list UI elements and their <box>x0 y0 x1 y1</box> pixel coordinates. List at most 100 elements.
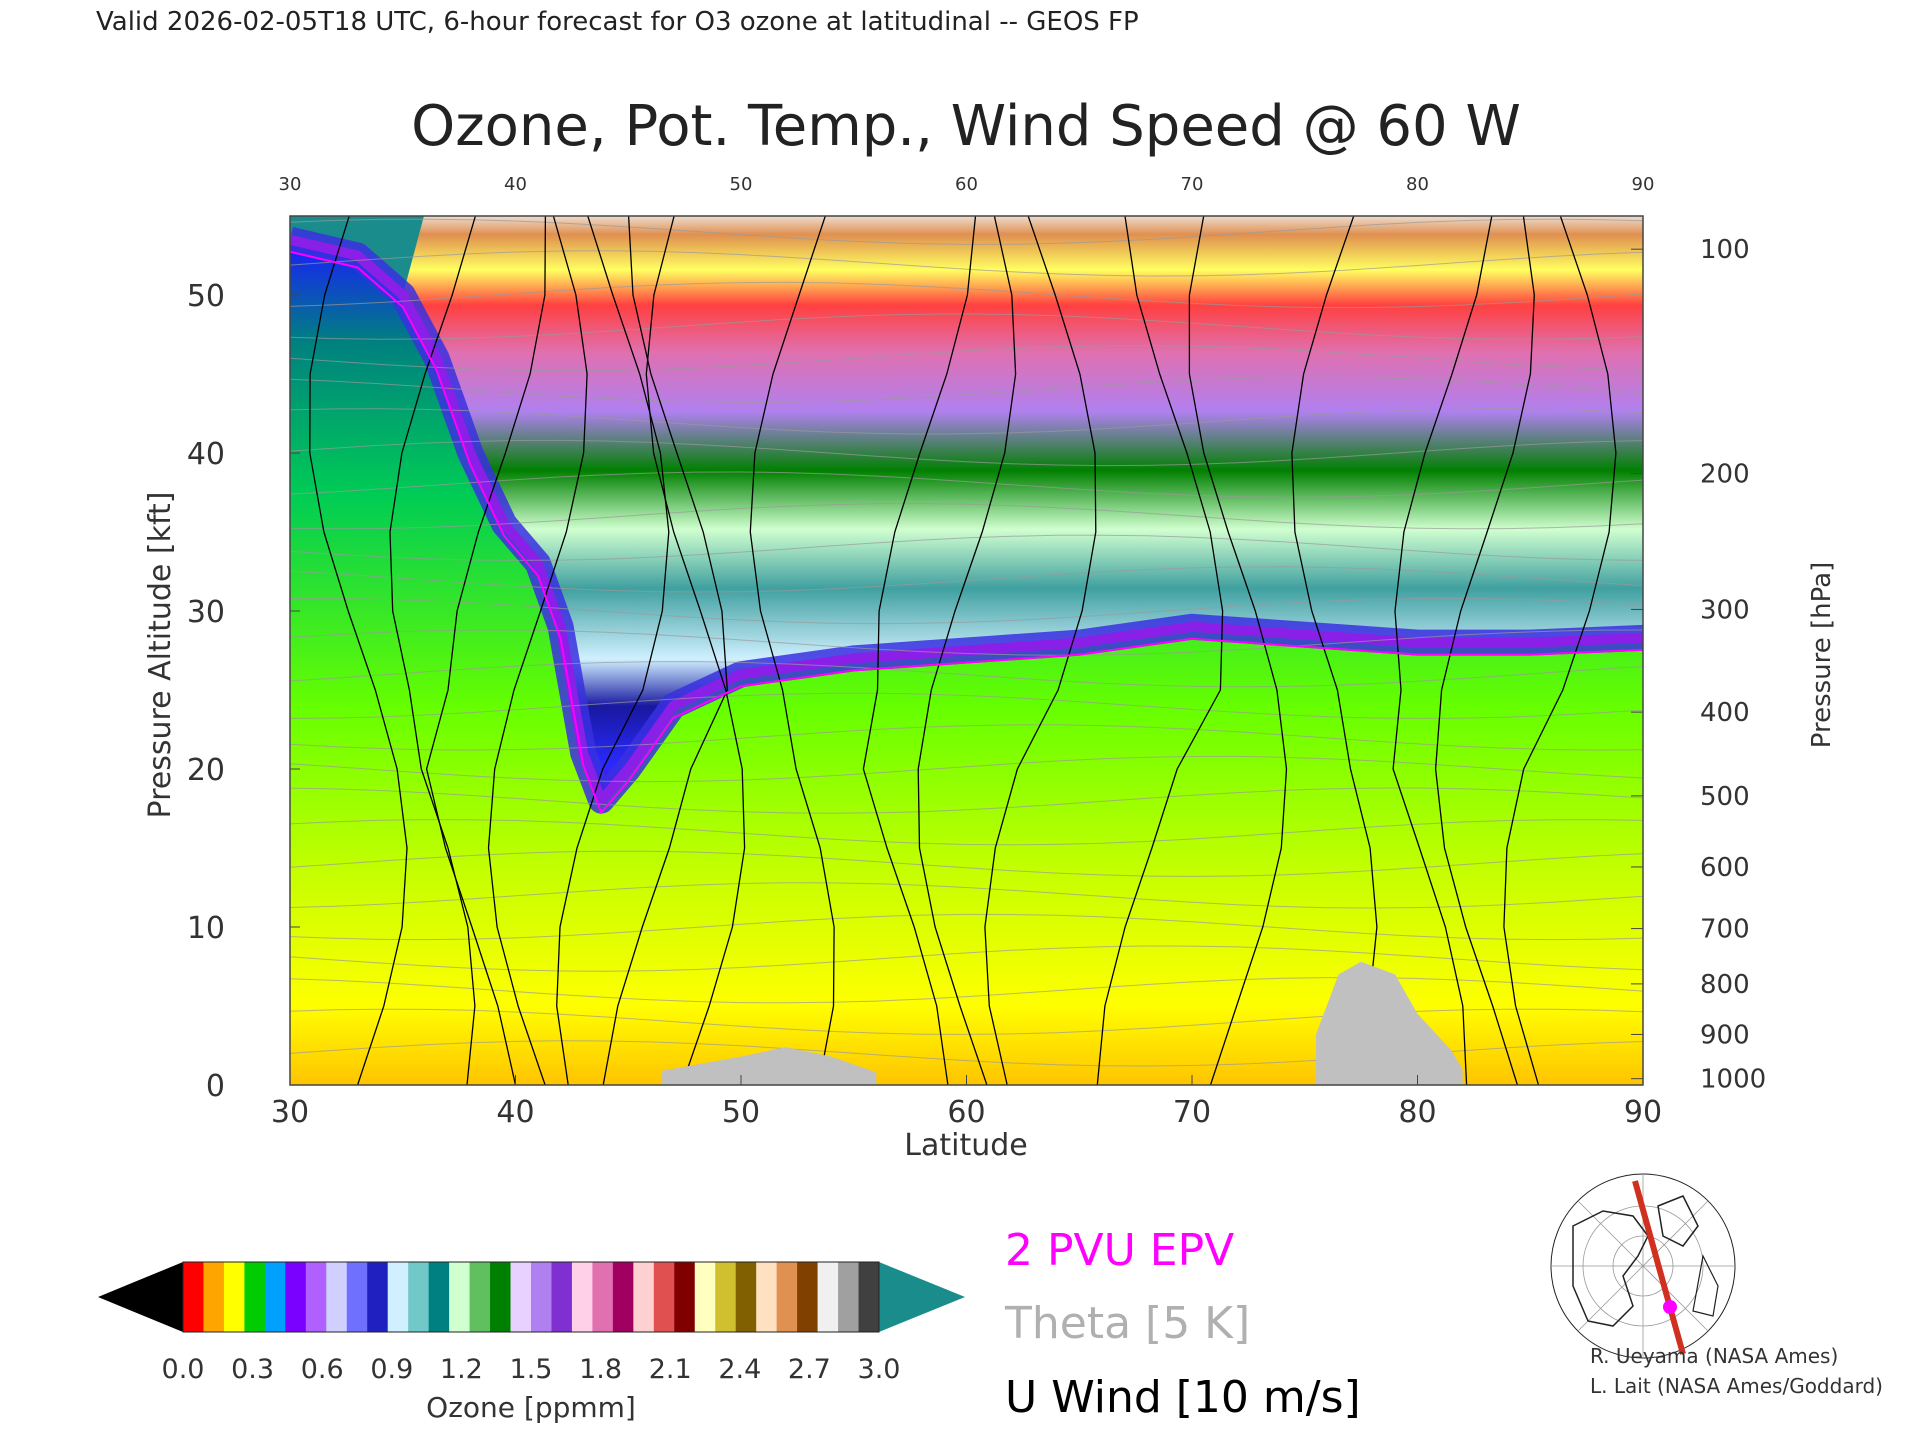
theta-contour-line <box>290 439 1643 467</box>
u-wind-contour-line <box>645 216 746 1085</box>
terrain <box>662 961 1463 1085</box>
top-tick-label: 40 <box>504 174 527 195</box>
colorbar-tick-label: 2.7 <box>788 1354 831 1385</box>
theta-contour-line <box>290 313 1643 340</box>
pressure-tick-label: 100 <box>1700 235 1750 265</box>
y-axis-label: Pressure Altitude [kft] <box>143 492 178 819</box>
pressure-tick-label: 600 <box>1700 853 1750 883</box>
theta-contour-line <box>290 692 1643 719</box>
colorbar-swatch <box>223 1262 245 1332</box>
u-wind-contour-line <box>556 216 670 1085</box>
colorbar-swatch <box>387 1262 409 1332</box>
pressure-tick-label: 500 <box>1700 782 1750 812</box>
pressure-tick-label: 1000 <box>1700 1065 1766 1095</box>
pressure-tick-label: 700 <box>1700 915 1750 945</box>
colorbar-swatch <box>571 1262 593 1332</box>
y-tick-label: 10 <box>187 911 225 946</box>
colorbar-swatch <box>674 1262 696 1332</box>
top-tick-label: 70 <box>1181 174 1204 195</box>
tropopause-purple-edge <box>290 234 1643 806</box>
colorbar-swatch <box>838 1262 860 1332</box>
colorbar-swatch <box>244 1262 266 1332</box>
colorbar-tick-label: 2.1 <box>649 1354 692 1385</box>
theta-contour-line <box>290 882 1643 909</box>
u-wind-contour-line <box>1291 216 1378 1085</box>
colorbar-tick-label: 2.4 <box>718 1354 761 1385</box>
x-axis-label: Latitude <box>904 1128 1027 1163</box>
theta-contour-line <box>290 281 1643 309</box>
colorbar-label: Ozone [ppmm] <box>426 1391 636 1424</box>
u-wind-contour-line <box>425 216 547 1085</box>
epv-2pvu-contour <box>290 250 1643 815</box>
theta-contour-line <box>290 945 1643 972</box>
theta-contour-line <box>290 977 1643 1004</box>
x-tick-label: 60 <box>947 1095 985 1130</box>
u-wind-contour-line <box>1188 216 1288 1085</box>
u-wind-contour-line <box>1434 216 1535 1085</box>
colorbar-swatch <box>326 1262 348 1332</box>
theta-contours <box>290 218 1643 1067</box>
theta-contour-line <box>290 913 1643 941</box>
credit-line-2: L. Lait (NASA Ames/Goddard) <box>1590 1374 1883 1398</box>
colorbar-tick-label: 1.8 <box>579 1354 622 1385</box>
colorbar-frame <box>182 1261 880 1333</box>
colorbar-swatch <box>469 1262 491 1332</box>
colorbar-tick-label: 0.9 <box>370 1354 413 1385</box>
colorbar-swatch <box>551 1262 573 1332</box>
pressure-tick-label: 400 <box>1700 698 1750 728</box>
colorbar-tick-label: 3.0 <box>858 1354 901 1385</box>
x-tick-label: 70 <box>1173 1095 1211 1130</box>
y-tick-label: 30 <box>187 595 225 630</box>
u-wind-contour-line <box>862 216 977 1085</box>
y-tick-label: 20 <box>187 753 225 788</box>
cross-section-marker <box>1663 1300 1677 1314</box>
legend-theta: Theta [5 K] <box>1004 1298 1250 1349</box>
theta-contour-line <box>290 787 1643 814</box>
colorbar-swatch <box>531 1262 552 1332</box>
theta-contour-line <box>290 819 1643 846</box>
colorbar-over-arrow <box>879 1262 965 1332</box>
x-tick-label: 80 <box>1398 1095 1436 1130</box>
colorbar-swatch <box>694 1262 716 1332</box>
colorbar-swatch <box>715 1262 737 1332</box>
x-tick-label: 30 <box>271 1095 309 1130</box>
theta-contour-line <box>290 629 1643 656</box>
u-wind-contour-line <box>749 216 835 1085</box>
y-tick-label: 0 <box>206 1069 225 1104</box>
colorbar-swatch <box>183 1262 204 1332</box>
colorbar-swatch <box>776 1262 798 1332</box>
theta-contour-line <box>290 250 1643 277</box>
colorbar-swatch <box>858 1262 880 1332</box>
colorbar-tick-label: 1.2 <box>440 1354 483 1385</box>
colorbar-tick-label: 1.5 <box>510 1354 553 1385</box>
top-tick-label: 80 <box>1406 174 1429 195</box>
pressure-tick-label: 300 <box>1700 595 1750 625</box>
colorbar-swatch <box>817 1262 839 1332</box>
legend-epv: 2 PVU EPV <box>1005 1225 1234 1276</box>
theta-contour-line <box>290 1008 1643 1035</box>
theta-contour-line <box>290 376 1643 403</box>
top-tick-label: 50 <box>730 174 753 195</box>
stratospheric-ozone-band <box>402 216 1643 801</box>
colorbar-swatch <box>285 1262 307 1332</box>
legend-wind: U Wind [10 m/s] <box>1005 1372 1361 1423</box>
pressure-tick-label: 200 <box>1700 460 1750 490</box>
theta-contour-line <box>290 218 1643 245</box>
colorbar-swatch <box>367 1262 389 1332</box>
colorbar-swatch <box>449 1262 471 1332</box>
theta-contour-line <box>290 850 1643 877</box>
u-wind-contour-line <box>1503 216 1617 1085</box>
u-wind-contour-line <box>1392 216 1493 1085</box>
colorbar-tick-label: 0.6 <box>301 1354 344 1385</box>
y-tick-label: 50 <box>187 279 225 314</box>
u-wind-contour-line <box>487 216 588 1085</box>
theta-contour-line <box>290 534 1643 561</box>
u-wind-contour-line <box>984 216 1097 1085</box>
y-tick-label: 40 <box>187 437 225 472</box>
colorbar-swatch <box>346 1262 368 1332</box>
theta-contour-line <box>290 724 1643 751</box>
u-wind-contours <box>309 216 1617 1085</box>
x-tick-label: 50 <box>722 1095 760 1130</box>
